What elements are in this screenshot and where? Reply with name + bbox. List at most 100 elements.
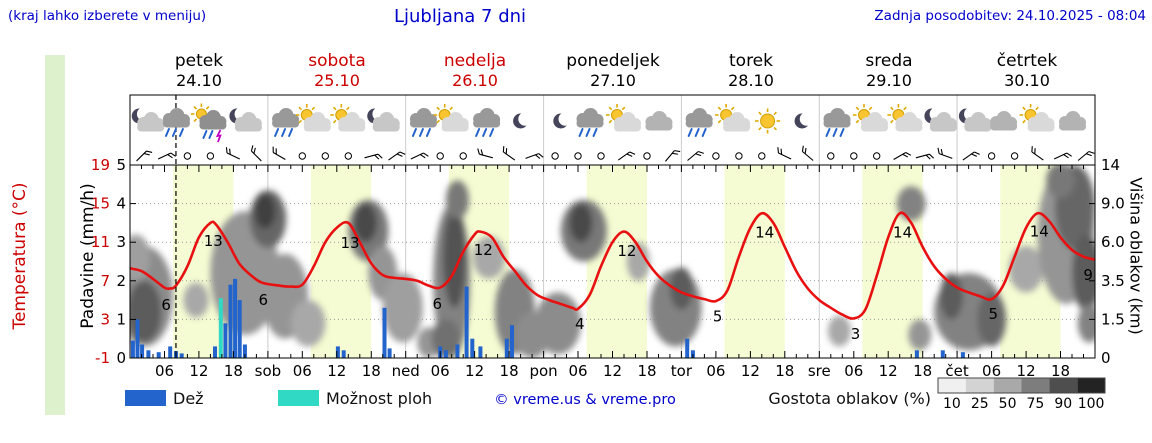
wind-barb-icon bbox=[1031, 146, 1044, 161]
svg-text:14: 14 bbox=[755, 224, 774, 242]
svg-text:6.0: 6.0 bbox=[1101, 233, 1125, 251]
svg-text:0: 0 bbox=[116, 349, 126, 367]
location-hint: (kraj lahko izberete v meniju) bbox=[8, 8, 207, 24]
svg-text:13: 13 bbox=[340, 234, 359, 252]
day-date: 28.10 bbox=[728, 71, 774, 90]
wind-calm-icon bbox=[758, 152, 766, 160]
wind-calm-icon bbox=[735, 152, 743, 160]
copyright-link[interactable]: © vreme.us & vreme.pro bbox=[494, 392, 676, 408]
svg-text:13: 13 bbox=[204, 232, 223, 250]
wind-calm-icon bbox=[1010, 152, 1019, 160]
shower-swatch bbox=[278, 390, 319, 406]
day-date: 25.10 bbox=[314, 71, 360, 90]
day-name: ponedeljek bbox=[566, 51, 660, 71]
wind-calm-icon bbox=[436, 152, 444, 160]
svg-text:4: 4 bbox=[575, 315, 585, 333]
wind-barb-icon bbox=[915, 153, 935, 160]
wind-barb-icon bbox=[664, 150, 681, 162]
svg-text:18: 18 bbox=[362, 362, 381, 380]
wind-barb-icon bbox=[801, 145, 814, 161]
temperature-curve bbox=[130, 211, 1095, 320]
wind-barb-icon bbox=[364, 153, 383, 160]
wind-barb-icon bbox=[617, 151, 636, 161]
day-date: 26.10 bbox=[452, 71, 498, 90]
svg-text:3: 3 bbox=[116, 233, 126, 251]
weather-icon-sun-storm bbox=[190, 103, 227, 143]
day-name: sobota bbox=[308, 51, 366, 71]
svg-text:0: 0 bbox=[1101, 349, 1111, 367]
wind-barb-icon bbox=[525, 153, 544, 159]
last-update: Zadnja posodobitev: 24.10.2025 - 08:04 bbox=[874, 8, 1146, 24]
svg-text:sob: sob bbox=[255, 362, 282, 380]
svg-text:čet: čet bbox=[945, 362, 968, 380]
rain-swatch bbox=[125, 390, 166, 406]
wind-calm-icon bbox=[850, 152, 858, 160]
wind-calm-icon bbox=[183, 152, 192, 160]
svg-text:1: 1 bbox=[116, 310, 126, 328]
side-strip bbox=[45, 55, 65, 415]
svg-text:06: 06 bbox=[844, 362, 863, 380]
weather-icon-moon-cloud bbox=[924, 107, 957, 132]
day-name: nedelja bbox=[443, 51, 507, 71]
wind-barb-icon bbox=[410, 152, 429, 160]
x-axis-labels: 06 12 18 06 12 18 06 12 18 06 12 18 06 12 18 06 12 18 06 12… bbox=[155, 362, 1070, 380]
wind-barb-icon bbox=[388, 151, 406, 161]
temp-axis-title: Temperatura (°C) bbox=[10, 182, 30, 330]
day-header-sobota: sobota 25.10 bbox=[308, 51, 366, 90]
wind-barb-icon bbox=[225, 147, 240, 160]
svg-text:1.5: 1.5 bbox=[1101, 310, 1125, 328]
temp-tick-labels: 19 15 11 7 3 -1 bbox=[91, 156, 110, 367]
svg-text:18: 18 bbox=[224, 362, 243, 380]
weather-icon-moon-cloud bbox=[131, 107, 165, 132]
svg-text:11: 11 bbox=[91, 233, 110, 251]
svg-text:18: 18 bbox=[913, 362, 932, 380]
wind-calm-icon bbox=[643, 152, 651, 160]
svg-text:-1: -1 bbox=[95, 349, 110, 367]
wind-calm-icon bbox=[459, 152, 467, 160]
wind-barb-icon bbox=[157, 152, 176, 160]
svg-text:18: 18 bbox=[775, 362, 794, 380]
weather-icon-sun-cloud bbox=[330, 104, 366, 132]
wind-calm-icon bbox=[712, 152, 720, 160]
svg-text:3: 3 bbox=[100, 310, 110, 328]
day-header-nedelja: nedelja 26.10 bbox=[444, 51, 506, 90]
svg-text:15: 15 bbox=[91, 195, 110, 213]
svg-text:5: 5 bbox=[713, 308, 723, 326]
wind-calm-icon bbox=[298, 152, 306, 160]
svg-text:7: 7 bbox=[100, 272, 110, 290]
svg-text:12: 12 bbox=[189, 362, 208, 380]
precip-axis-title: Padavine (mm/h) bbox=[78, 183, 98, 329]
svg-text:06: 06 bbox=[431, 362, 450, 380]
day-header-sreda: sreda 29.10 bbox=[865, 51, 912, 90]
svg-text:06: 06 bbox=[982, 362, 1001, 380]
weather-icon-cloud-rain bbox=[685, 108, 713, 137]
weather-icon-moon bbox=[513, 112, 532, 129]
weather-icon-sun-cloud bbox=[1019, 104, 1055, 132]
svg-text:10: 10 bbox=[943, 396, 961, 412]
svg-text:19: 19 bbox=[91, 156, 110, 174]
svg-text:50: 50 bbox=[999, 396, 1017, 412]
wind-calm-icon bbox=[574, 152, 582, 160]
svg-text:3: 3 bbox=[851, 325, 861, 343]
weather-icon-moon bbox=[553, 112, 573, 129]
svg-text:14: 14 bbox=[1030, 222, 1049, 240]
wind-barb-icon bbox=[687, 150, 704, 161]
weather-icon-sun bbox=[755, 108, 781, 134]
wind-calm-icon bbox=[827, 152, 835, 160]
weather-icon-cloud-rain bbox=[473, 108, 501, 137]
day-date: 24.10 bbox=[176, 71, 222, 90]
wind-barb-icon bbox=[1077, 150, 1095, 161]
precip-tick-labels: 5 4 3 2 1 0 bbox=[116, 156, 126, 367]
weather-icon-moon-cloud bbox=[958, 107, 992, 132]
svg-text:9: 9 bbox=[1083, 266, 1093, 284]
wind-barb-icon bbox=[272, 146, 286, 160]
cloud-density-layer bbox=[130, 165, 1095, 358]
weather-icon-sun-cloud bbox=[853, 104, 888, 132]
svg-text:5: 5 bbox=[989, 305, 999, 323]
svg-text:06: 06 bbox=[568, 362, 587, 380]
wind-barb-icon bbox=[937, 147, 953, 159]
weather-icon-cloud-rain bbox=[576, 108, 604, 137]
day-date: 30.10 bbox=[1004, 71, 1050, 90]
weather-icon-sun-cloud bbox=[887, 104, 923, 132]
